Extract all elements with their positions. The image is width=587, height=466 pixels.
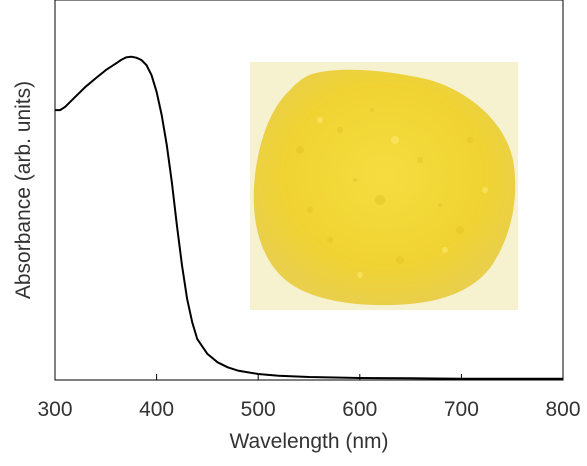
- x-axis-label: Wavelength (nm): [229, 430, 388, 453]
- powder-highlights: [317, 117, 488, 278]
- powder-texture: [296, 108, 473, 264]
- x-tick-label: 700: [444, 398, 479, 421]
- x-tick-label: 500: [241, 398, 276, 421]
- x-tick-label: 400: [139, 398, 174, 421]
- y-axis-label: Absorbance (arb. units): [12, 81, 35, 299]
- absorbance-series-line: [55, 55, 563, 380]
- x-tick-label: 300: [37, 398, 72, 421]
- plot-frame: [54, 0, 564, 381]
- x-tick-label: 800: [545, 398, 580, 421]
- x-tick-label: 600: [342, 398, 377, 421]
- yellow-powder-pile: [253, 69, 516, 306]
- powder-photo-inset: [250, 62, 518, 310]
- x-axis-ticks: 300 400 500 600 700 800: [37, 374, 581, 421]
